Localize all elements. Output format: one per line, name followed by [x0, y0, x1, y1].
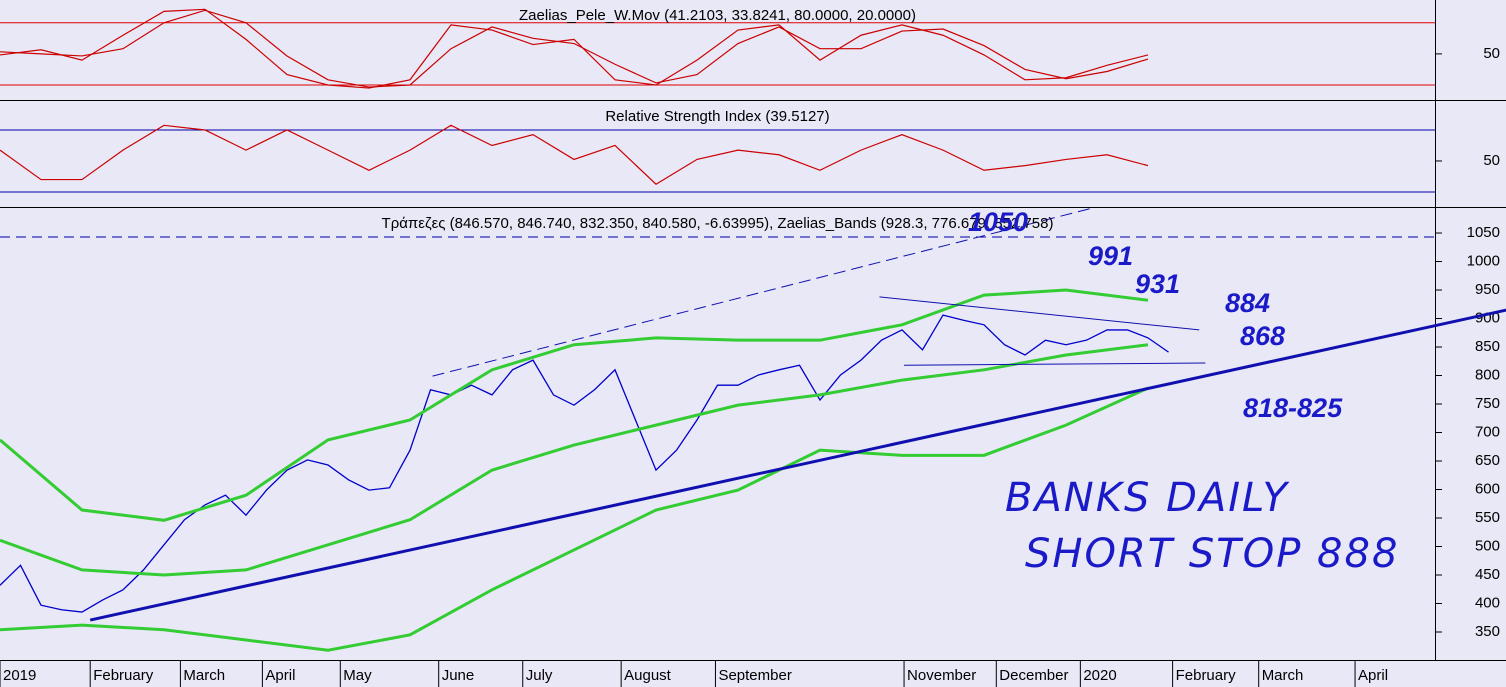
annotation: SHORT STOP 888: [1025, 531, 1399, 577]
series-line: [0, 124, 1149, 185]
y-tick-label: 450: [1475, 566, 1500, 583]
y-tick-label: 600: [1475, 480, 1500, 497]
series-line: [0, 343, 1149, 577]
panel-title: Relative Strength Index (39.5127): [605, 108, 829, 125]
trendline: [879, 296, 1200, 331]
series-line: [0, 9, 1149, 88]
y-tick-label: 400: [1475, 594, 1500, 611]
x-tick-label: April: [1358, 667, 1388, 684]
x-tick-label: March: [1262, 667, 1304, 684]
annotation: 991: [1088, 241, 1133, 271]
y-tick-label: 800: [1475, 366, 1500, 383]
trendline: [89, 308, 1506, 622]
trendline: [432, 208, 1091, 377]
x-tick-label: June: [442, 667, 475, 684]
panel-title: Zaelias_Pele_W.Mov (41.2103, 33.8241, 80…: [519, 7, 916, 24]
y-tick-label: 50: [1483, 45, 1500, 62]
annotation: 931: [1135, 269, 1180, 299]
series-line: [0, 386, 1149, 652]
panel-title: Τράπεζες (846.570, 846.740, 832.350, 840…: [382, 215, 1054, 232]
y-tick-label: 850: [1475, 338, 1500, 355]
x-tick-label: July: [526, 667, 553, 684]
x-tick-label: February: [93, 667, 154, 684]
x-tick-label: December: [999, 667, 1068, 684]
y-tick-label: 1050: [1467, 224, 1500, 241]
annotation: 868: [1240, 321, 1285, 351]
x-tick-label: February: [1176, 667, 1237, 684]
y-tick-label: 650: [1475, 452, 1500, 469]
x-tick-label: September: [718, 667, 791, 684]
trendline: [904, 362, 1206, 366]
y-tick-label: 500: [1475, 537, 1500, 554]
y-tick-label: 700: [1475, 423, 1500, 440]
annotation: BANKS DAILY: [1005, 475, 1290, 521]
y-tick-label: 50: [1483, 152, 1500, 169]
annotation: 884: [1225, 288, 1270, 318]
annotation: 1050: [968, 207, 1028, 237]
annotation: 818-825: [1243, 393, 1343, 423]
x-tick-label: April: [265, 667, 295, 684]
x-tick-label: 2019: [3, 667, 36, 684]
y-tick-label: 950: [1475, 281, 1500, 298]
y-tick-label: 1000: [1467, 252, 1500, 269]
x-tick-label: 2020: [1083, 667, 1116, 684]
x-tick-label: May: [343, 667, 372, 684]
y-tick-label: 750: [1475, 395, 1500, 412]
series-line: [0, 8, 1149, 89]
x-tick-label: August: [624, 667, 672, 684]
x-tick-label: November: [907, 667, 976, 684]
y-tick-label: 350: [1475, 623, 1500, 640]
y-tick-label: 550: [1475, 509, 1500, 526]
x-tick-label: March: [183, 667, 225, 684]
